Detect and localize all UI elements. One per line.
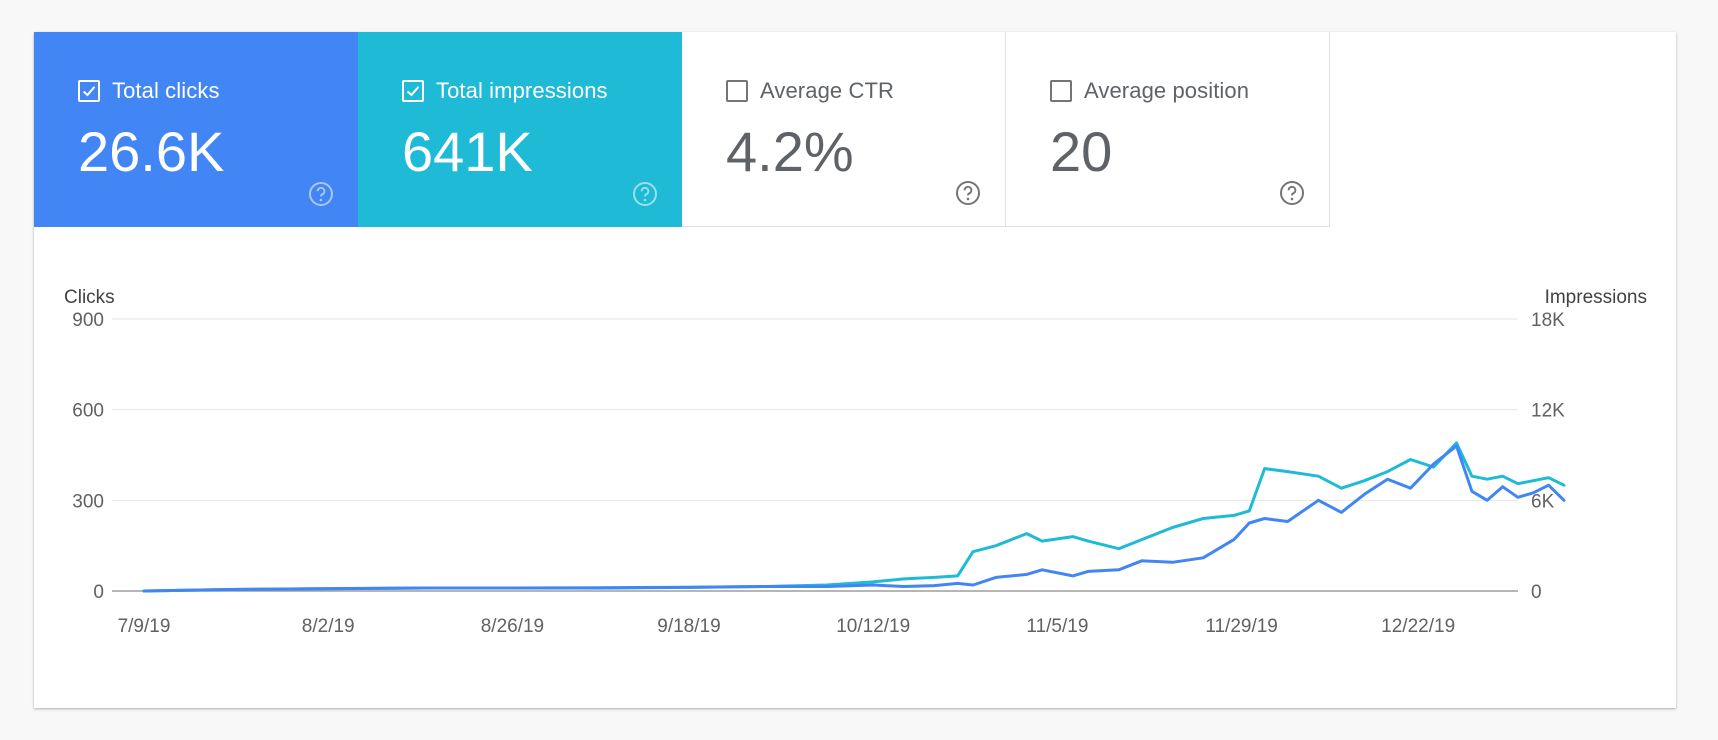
metric-tiles: Total clicks 26.6K Total impressions 641… (34, 32, 1330, 227)
clicks-series-line (142, 444, 1566, 593)
tile-header: Average CTR (726, 76, 894, 106)
total-clicks-label: Total clicks (112, 78, 220, 103)
impressions-series-line (142, 441, 1566, 593)
gridlines (112, 318, 1518, 592)
x-tick-label: 9/18/19 (657, 616, 720, 637)
check-icon (82, 86, 96, 97)
total-impressions-checkbox[interactable] (402, 80, 424, 102)
right-tick-label: 6K (1531, 491, 1555, 512)
average-ctr-checkbox[interactable] (726, 80, 748, 102)
right-tick-label: 12K (1531, 401, 1565, 422)
left-tick-label: 900 (72, 310, 104, 331)
x-tick-label: 8/2/19 (302, 616, 355, 637)
help-circle-icon[interactable] (632, 181, 658, 207)
average-position-tile[interactable]: Average position 20 (1006, 32, 1330, 227)
x-tick-label: 11/5/19 (1026, 616, 1088, 637)
performance-chart: Clicks Impressions 0 300 600 900 0 6K 12K 18K … (34, 227, 1676, 708)
total-clicks-checkbox[interactable] (78, 80, 100, 102)
average-position-value: 20 (1050, 120, 1113, 183)
help-circle-icon[interactable] (955, 180, 981, 206)
help-circle-icon[interactable] (308, 181, 334, 207)
help-circle-icon[interactable] (1279, 180, 1305, 206)
total-clicks-value: 26.6K (78, 120, 225, 183)
right-tick-label: 0 (1531, 582, 1542, 603)
performance-card: Total clicks 26.6K Total impressions 641… (34, 32, 1676, 708)
total-impressions-value: 641K (402, 120, 533, 183)
x-tick-label: 8/26/19 (481, 616, 544, 637)
left-tick-label: 300 (72, 491, 104, 512)
tile-header: Total impressions (402, 76, 608, 106)
series-lines (142, 441, 1566, 593)
total-impressions-label: Total impressions (436, 78, 608, 103)
check-icon (406, 86, 420, 97)
right-tick-label: 18K (1531, 310, 1565, 331)
average-ctr-tile[interactable]: Average CTR 4.2% (682, 32, 1006, 227)
average-ctr-label: Average CTR (760, 78, 894, 103)
left-tick-label: 600 (72, 401, 104, 422)
right-axis-ticks: 0 6K 12K 18K (1531, 310, 1565, 603)
average-ctr-value: 4.2% (726, 120, 854, 183)
left-axis-ticks: 0 300 600 900 (72, 310, 104, 603)
average-position-label: Average position (1084, 78, 1250, 103)
total-clicks-tile[interactable]: Total clicks 26.6K (34, 32, 358, 227)
left-tick-label: 0 (93, 582, 104, 603)
x-tick-label: 10/12/19 (836, 616, 910, 637)
average-position-checkbox[interactable] (1050, 80, 1072, 102)
tile-header: Total clicks (78, 76, 220, 106)
tile-header: Average position (1050, 76, 1249, 106)
total-impressions-tile[interactable]: Total impressions 641K (358, 32, 682, 227)
x-tick-label: 11/29/19 (1205, 616, 1278, 637)
left-axis-title: Clicks (64, 287, 115, 308)
right-axis-title: Impressions (1545, 287, 1647, 308)
x-axis-ticks: 7/9/19 8/2/19 8/26/19 9/18/19 10/12/19 11/5/1… (118, 616, 1456, 637)
x-tick-label: 12/22/19 (1381, 616, 1455, 637)
x-tick-label: 7/9/19 (118, 616, 171, 637)
